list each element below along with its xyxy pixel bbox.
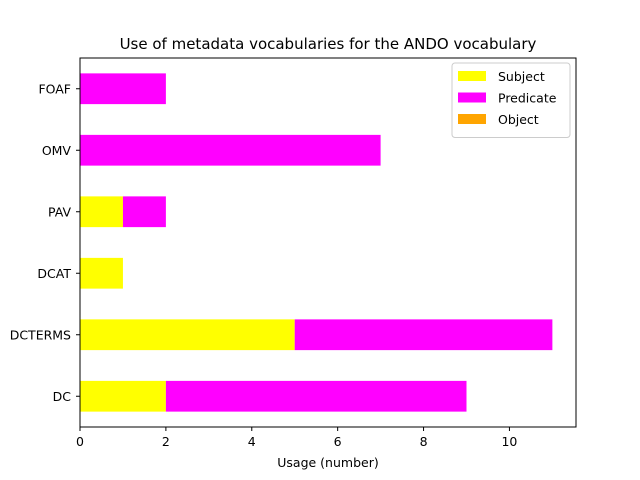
bar-omv-predicate xyxy=(80,134,381,166)
bar-dcterms-subject xyxy=(80,319,295,351)
y-tick-label-dcat: DCAT xyxy=(37,266,71,281)
legend-swatch-subject xyxy=(458,71,486,81)
y-tick-label-pav: PAV xyxy=(48,204,71,219)
x-tick-label: 6 xyxy=(334,434,342,449)
legend-swatch-object xyxy=(458,114,486,124)
legend-swatch-predicate xyxy=(458,92,486,103)
bar-dcat-subject xyxy=(80,257,123,289)
x-tick-label: 2 xyxy=(162,434,170,449)
plot-frame xyxy=(79,57,577,428)
y-tick-label-foaf: FOAF xyxy=(38,81,71,96)
x-tick-label: 4 xyxy=(248,434,256,449)
x-axis-label: Usage (number) xyxy=(277,455,378,470)
bar-foaf-predicate xyxy=(80,73,166,105)
x-tick-label: 8 xyxy=(420,434,428,449)
bar-dc-subject xyxy=(80,380,166,412)
axes-layer: 0 2 4 6 8 10 DC DCTERMS DCAT PAV OMV FOAF xyxy=(10,57,577,449)
x-tick-label: 0 xyxy=(76,434,84,449)
y-tick-label-dcterms: DCTERMS xyxy=(10,327,71,342)
y-tick-label-dc: DC xyxy=(53,389,72,404)
bar-dcterms-predicate xyxy=(294,319,553,351)
legend-label-object: Object xyxy=(498,112,539,127)
chart-title: Use of metadata vocabularies for the AND… xyxy=(120,35,537,53)
bar-pav-subject xyxy=(80,196,123,228)
legend: Subject Predicate Object xyxy=(451,62,571,138)
bar-pav-predicate xyxy=(122,196,166,228)
bars-layer xyxy=(80,73,553,412)
y-tick-label-omv: OMV xyxy=(42,143,72,158)
legend-label-predicate: Predicate xyxy=(498,91,557,106)
x-tick-label: 10 xyxy=(501,434,517,449)
legend-label-subject: Subject xyxy=(498,69,545,84)
bar-dc-predicate xyxy=(165,380,467,412)
